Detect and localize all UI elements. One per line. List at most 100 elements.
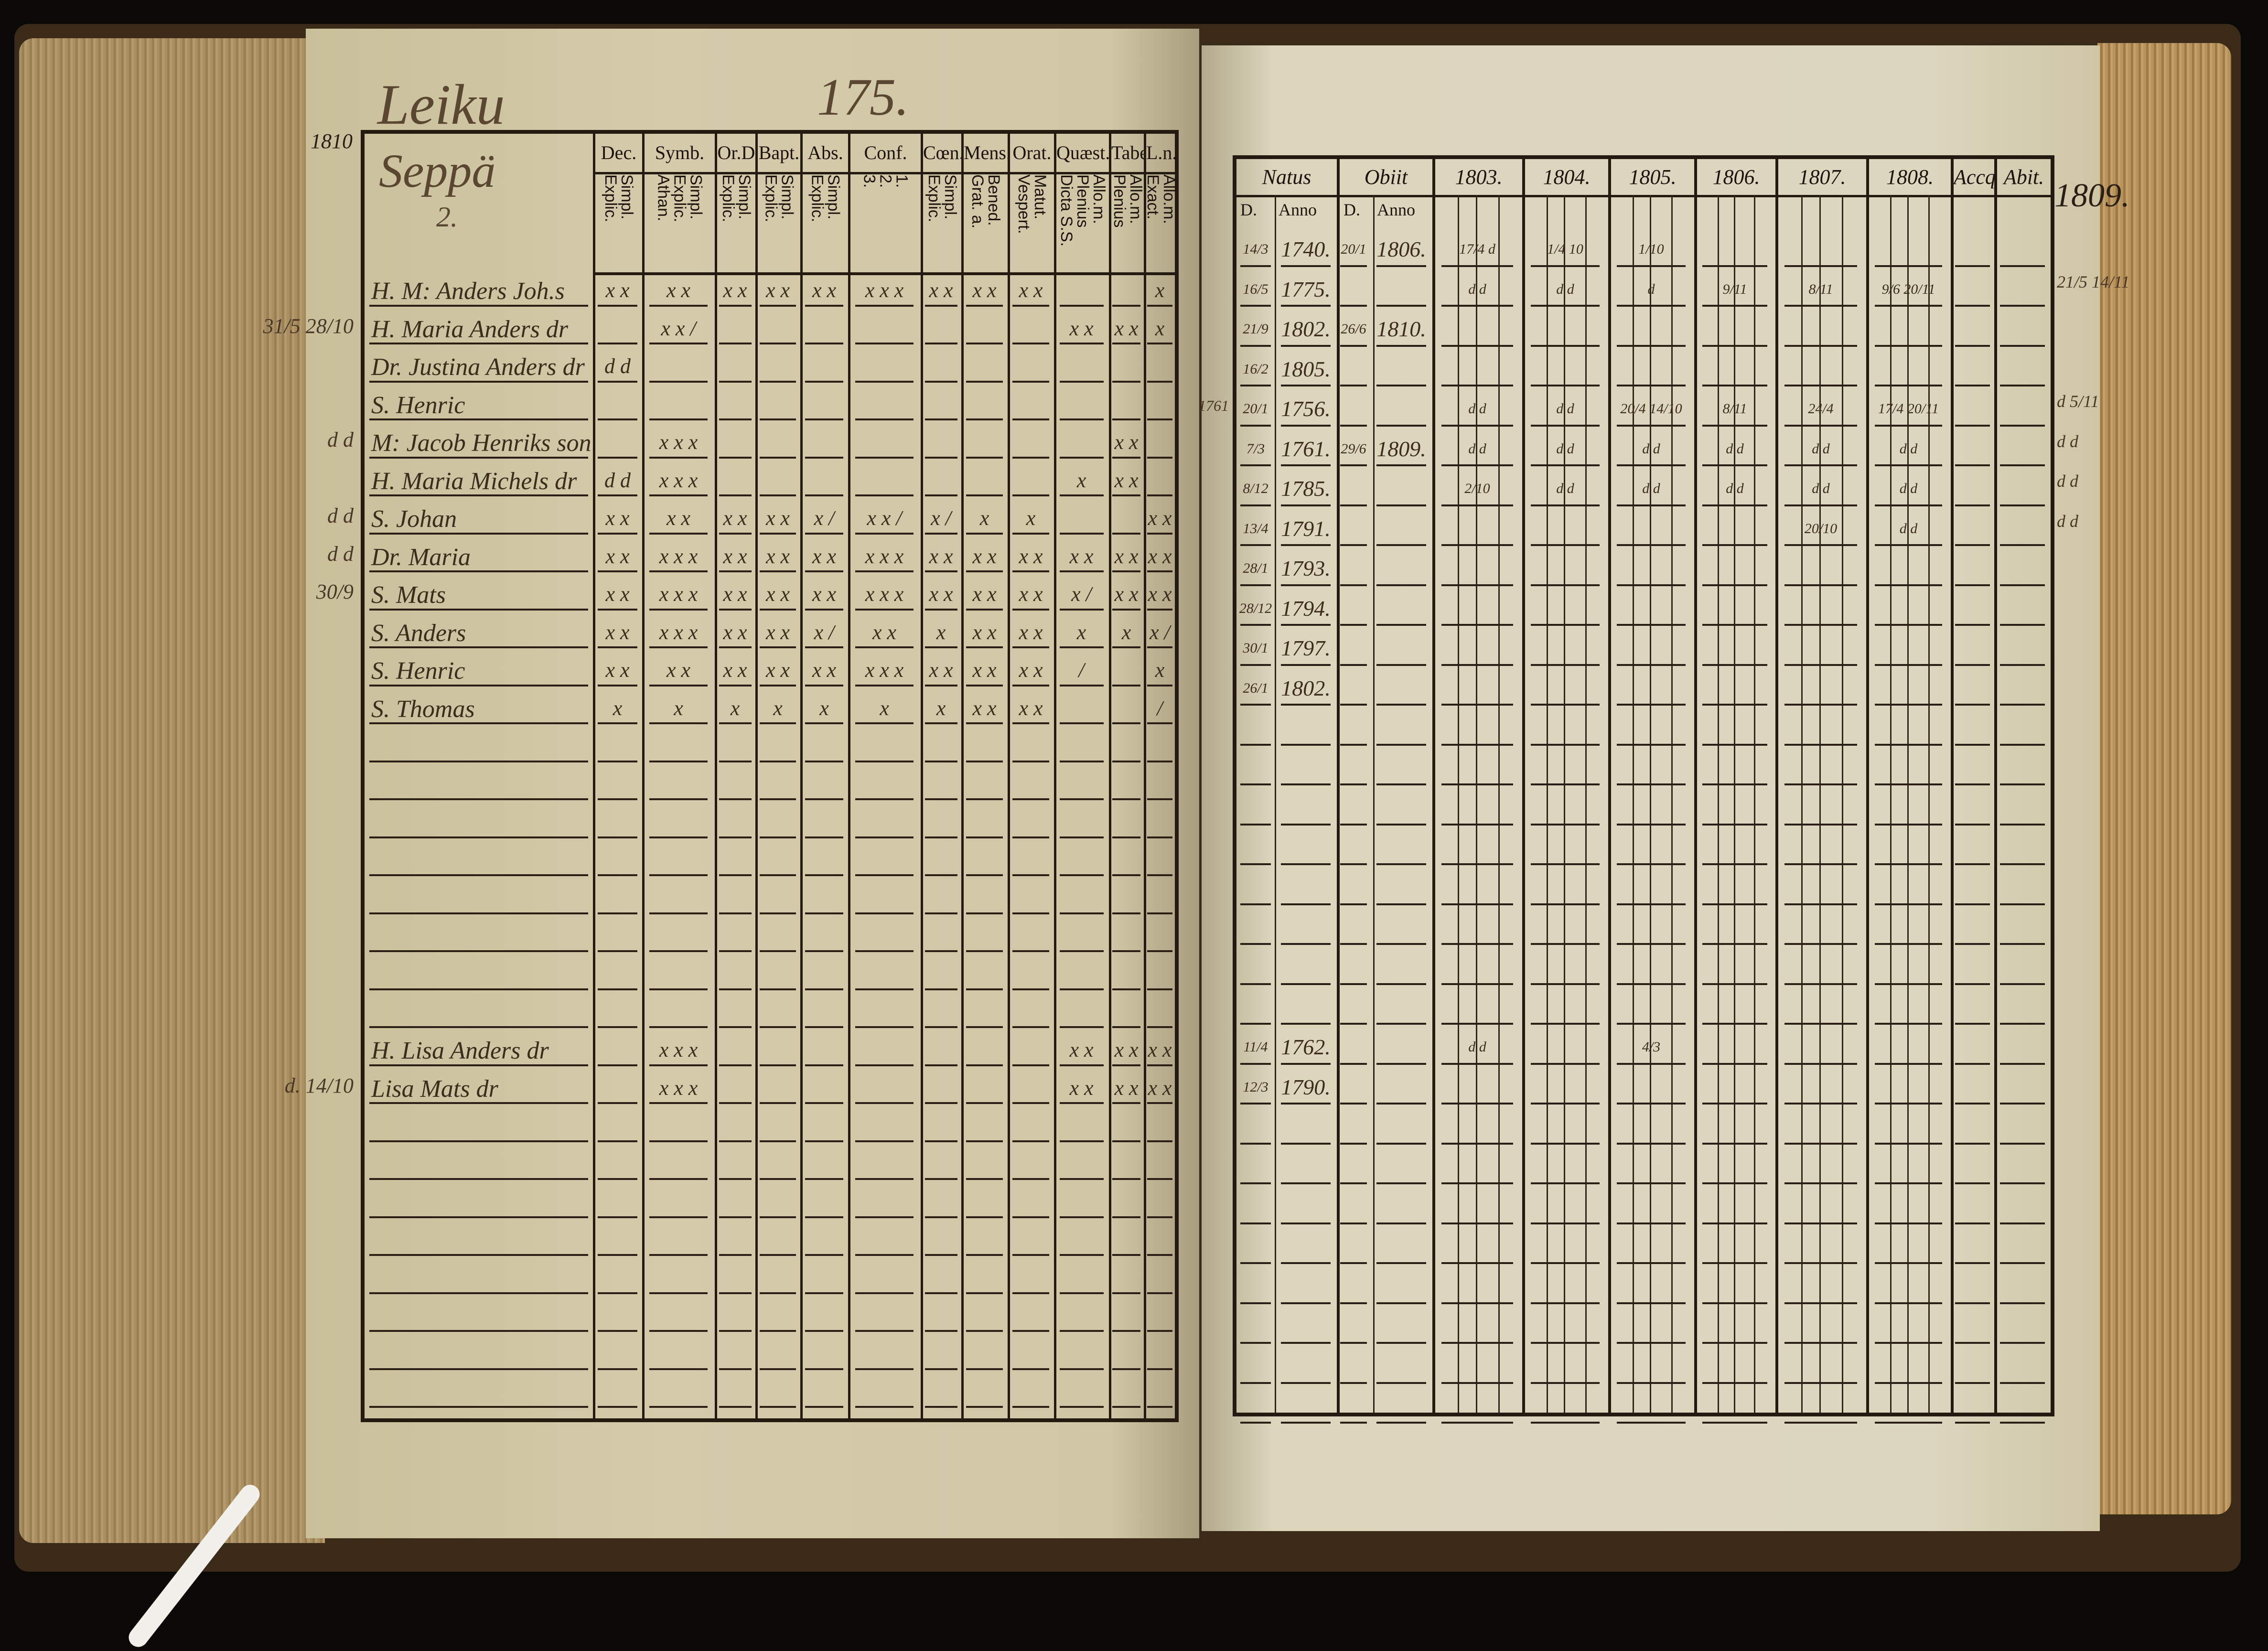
year-mark: d d (1899, 520, 1918, 536)
row-rule (805, 532, 843, 535)
mark-cell (1144, 880, 1176, 918)
row-rule (805, 988, 843, 990)
row-rule (1531, 823, 1600, 826)
mark-cell (715, 880, 755, 918)
row-rule (1874, 464, 1943, 466)
mark: x x (1148, 506, 1172, 530)
row-rule (1147, 1292, 1173, 1294)
year-cell (1994, 630, 2051, 670)
row-rule (855, 1178, 914, 1180)
mark-cell (715, 1222, 755, 1260)
table-row (365, 804, 1175, 842)
year-cell (1866, 1348, 1951, 1388)
row-rule (1240, 1422, 1271, 1424)
row-rule (1784, 1422, 1857, 1424)
subcolumn-rule (1733, 195, 1735, 1413)
year-mark: 20/10 (1804, 520, 1838, 536)
year-mark: d d (1468, 440, 1486, 457)
obiit-anno-cell (1370, 909, 1432, 949)
row-rule (719, 1178, 752, 1180)
mark-cell (921, 804, 961, 842)
row-rule (1112, 380, 1140, 383)
table-row (1236, 1228, 2051, 1268)
row-rule (1955, 344, 1990, 347)
year-cell (1994, 470, 2051, 510)
natus-anno-cell (1275, 829, 1337, 869)
natus-d-cell: 21/9 (1236, 311, 1275, 351)
mark-cell: x x (800, 576, 848, 614)
row-rule (1617, 1422, 1686, 1424)
mark-cell (961, 1222, 1008, 1260)
mark-cell (755, 1260, 800, 1298)
row-rule (1617, 1023, 1686, 1025)
mark-cell (921, 956, 961, 994)
year-cell: d d (1432, 271, 1522, 311)
row-rule (1784, 1062, 1857, 1065)
column-header: L.n. (1146, 134, 1176, 174)
natus-anno-cell (1275, 1268, 1337, 1308)
table-row: 28/12 1794. (1236, 590, 2051, 630)
mark-cell: x x (1109, 576, 1144, 614)
row-rule (1012, 1064, 1050, 1066)
row-rule (855, 1064, 914, 1066)
row-rule (1059, 684, 1104, 686)
year-mark: d d (1899, 440, 1918, 457)
table-row (1236, 869, 2051, 909)
row-rule (1617, 903, 1686, 905)
mark-cell (921, 386, 961, 425)
year-cell (1608, 909, 1694, 949)
row-rule (1340, 584, 1367, 586)
column-subheader: Explic. (762, 174, 780, 223)
mark-cell (1008, 1222, 1054, 1260)
mark-cell: x / (921, 500, 961, 538)
obiit-d-cell (1337, 1268, 1370, 1308)
row-rule (1702, 664, 1767, 666)
row-rule (1617, 983, 1686, 985)
row-rule (855, 1102, 914, 1104)
row-rule (1240, 1222, 1271, 1224)
row-rule (1147, 304, 1173, 307)
mark-cell: x x (1109, 538, 1144, 577)
mark-cell: x x (1054, 538, 1109, 577)
row-rule (1376, 943, 1426, 945)
row-rule (805, 836, 843, 838)
row-rule (1999, 344, 2045, 347)
row-rule (1531, 1222, 1600, 1224)
row-rule (1784, 983, 1857, 985)
mark: x x (812, 658, 837, 682)
row-rule (598, 1064, 637, 1066)
mark: x x (812, 544, 837, 568)
natus-anno-cell (1275, 1228, 1337, 1268)
row-rule (1012, 456, 1050, 459)
mark-cell (800, 462, 848, 501)
mark-cell: x x (1054, 311, 1109, 349)
column-subheader: Allo.m. (1090, 174, 1108, 224)
row-rule (649, 798, 708, 800)
row-rule (1059, 1140, 1104, 1142)
year-cell (1694, 1388, 1775, 1428)
row-rule (1999, 1103, 2045, 1104)
year-cell (1951, 630, 1994, 670)
row-rule (1012, 418, 1050, 420)
mark-cell (921, 918, 961, 956)
row-rule (1531, 504, 1600, 506)
row-rule (719, 494, 752, 496)
row-rule (1702, 1382, 1767, 1384)
row-rule (1147, 912, 1173, 914)
mark-cell (1054, 1260, 1109, 1298)
year-cell (1522, 869, 1608, 909)
table-row (1236, 1268, 2051, 1308)
mark-cell: x x (593, 614, 642, 653)
year-cell (1522, 829, 1608, 869)
year-cell (1694, 1308, 1775, 1348)
row-rule (1441, 385, 1514, 386)
natus-d: 14/3 (1243, 241, 1268, 257)
row-rule (1702, 783, 1767, 785)
row-rule (369, 608, 588, 611)
mark-cell (715, 728, 755, 766)
row-rule (1012, 1216, 1050, 1218)
column-subheader: D. (1344, 200, 1360, 219)
mark: x x (1019, 620, 1043, 644)
year-mark: 1/10 (1638, 241, 1664, 257)
row-rule (760, 1368, 796, 1370)
